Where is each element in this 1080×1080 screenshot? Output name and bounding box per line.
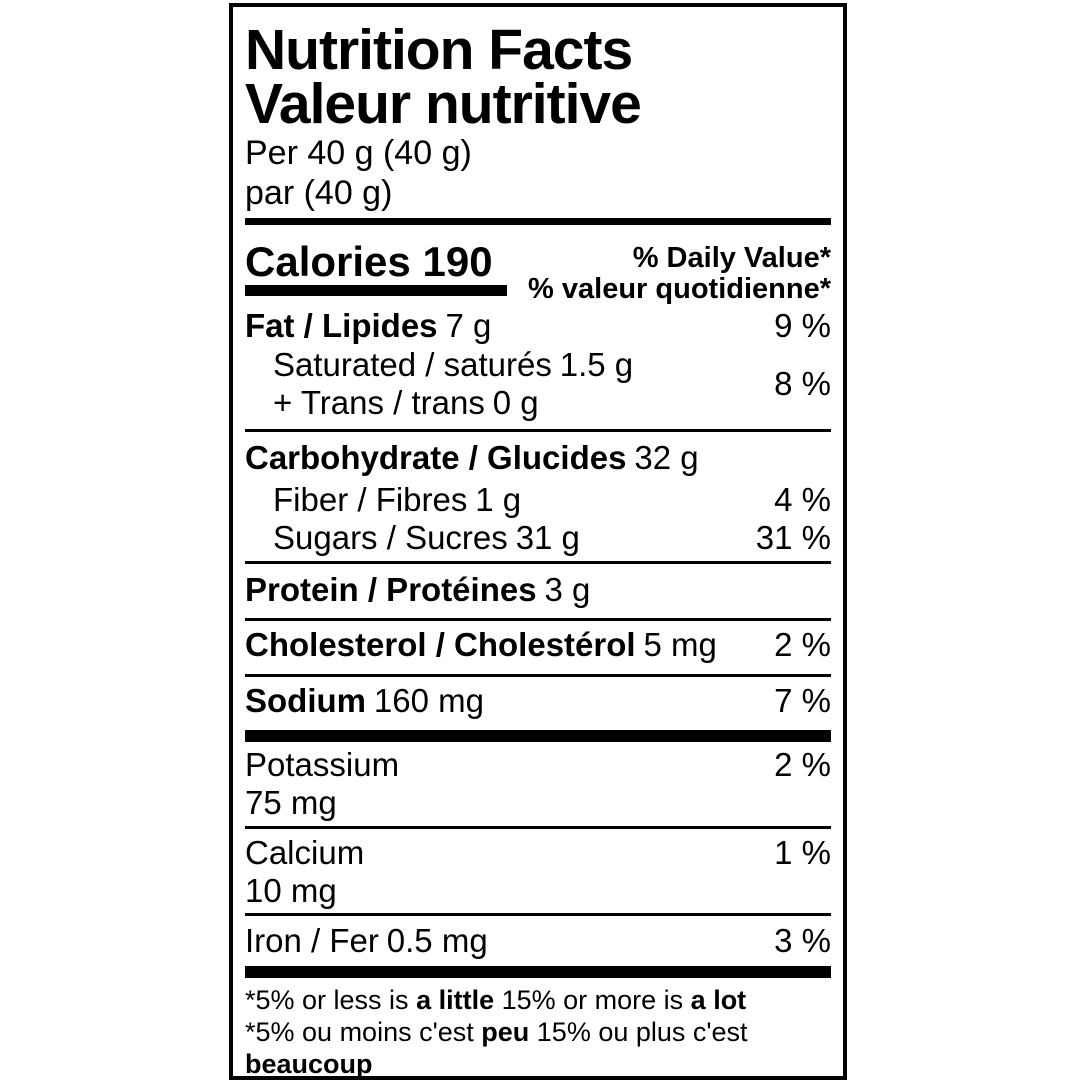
fiber-name: Fiber / Fibres: [273, 481, 468, 518]
saturated-amount: 1.5 g: [559, 346, 634, 383]
separator-rule: [245, 913, 831, 916]
potassium-dv: 2 %: [774, 746, 831, 783]
row-protein: Protein / Protéines 3 g: [245, 571, 831, 609]
footnote-en-bold-2: a lot: [690, 985, 747, 1015]
footnote-en-text-2: 15% or more is: [494, 985, 691, 1015]
calories-label: Calories: [245, 238, 411, 285]
serving-size-fr: par (40 g): [245, 174, 393, 212]
footnote-en-bold-1: a little: [416, 985, 495, 1015]
thick-divider-bar: [245, 730, 831, 742]
carbohydrate-amount: 32 g: [634, 439, 699, 476]
calories-row: Calories 190: [245, 239, 493, 285]
row-sugars: Sugars / Sucres 31 g 31 %: [245, 519, 831, 557]
footnote-fr-bold-2: beaucoup: [245, 1049, 373, 1079]
iron-name: Iron / Fer: [245, 922, 379, 959]
iron-amount: 0.5 mg: [386, 922, 488, 959]
cholesterol-amount: 5 mg: [643, 626, 717, 663]
row-fiber: Fiber / Fibres 1 g 4 %: [245, 481, 831, 519]
fat-dv: 9 %: [774, 307, 831, 344]
footnote-fr-text-2: 15% ou plus c'est: [529, 1017, 748, 1047]
separator-rule: [245, 826, 831, 829]
potassium-name: Potassium: [245, 746, 400, 783]
trans-amount: 0 g: [492, 384, 539, 421]
saturated-trans-dv: 8 %: [774, 365, 831, 402]
row-fat: Fat / Lipides 7 g 9 %: [245, 307, 831, 345]
protein-amount: 3 g: [544, 571, 591, 608]
trans-line: + Trans / trans 0 g: [245, 384, 633, 422]
cholesterol-name: Cholesterol / Cholestérol: [245, 626, 636, 663]
calcium-dv: 1 %: [774, 834, 831, 871]
carbohydrate-name: Carbohydrate / Glucides: [245, 439, 627, 476]
footnote-en-text-1: *5% or less is: [245, 985, 417, 1015]
footnote-fr-bold-1: peu: [481, 1017, 530, 1047]
calories-value: 190: [422, 238, 493, 285]
title-en: Nutrition Facts: [245, 18, 633, 82]
serving-size-en: Per 40 g (40 g): [245, 134, 472, 172]
saturated-name: Saturated / saturés: [273, 346, 552, 383]
separator-rule: [245, 429, 831, 432]
row-calcium: Calcium 10 mg 1 %: [245, 834, 831, 910]
protein-name: Protein / Protéines: [245, 571, 537, 608]
footnote-fr: *5% ou moins c'est peu 15% ou plus c'est…: [245, 1016, 831, 1080]
trans-name: + Trans / trans: [273, 384, 485, 421]
daily-value-header-fr: % valeur quotidienne*: [528, 273, 831, 305]
calcium-name: Calcium: [245, 834, 365, 871]
calories-underline-bar: [245, 285, 507, 296]
calcium-amount: 10 mg: [245, 872, 337, 909]
sodium-name: Sodium: [245, 682, 366, 719]
separator-rule: [245, 618, 831, 621]
separator-rule: [245, 674, 831, 677]
row-saturated-trans: Saturated / saturés 1.5 g + Trans / trans…: [245, 346, 831, 422]
fiber-amount: 1 g: [475, 481, 522, 518]
row-carbohydrate: Carbohydrate / Glucides 32 g: [245, 439, 831, 477]
row-sodium: Sodium 160 mg 7 %: [245, 682, 831, 720]
fat-name: Fat / Lipides: [245, 307, 438, 344]
sodium-amount: 160 mg: [373, 682, 484, 719]
iron-dv: 3 %: [774, 922, 831, 959]
header-rule: [245, 218, 831, 225]
sodium-dv: 7 %: [774, 682, 831, 719]
sugars-name: Sugars / Sucres: [273, 519, 508, 556]
calories-block: Calories 190 % Daily Value* % valeur quot…: [245, 225, 831, 305]
title-fr: Valeur nutritive: [245, 72, 642, 136]
separator-rule: [245, 561, 831, 564]
daily-value-header-en: % Daily Value*: [632, 242, 831, 274]
sugars-dv: 31 %: [755, 519, 831, 556]
nutrition-facts-label: Nutrition Facts Valeur nutritive Per 40 …: [229, 3, 847, 1080]
cholesterol-dv: 2 %: [774, 626, 831, 663]
saturated-line: Saturated / saturés 1.5 g: [245, 346, 633, 384]
sugars-amount: 31 g: [515, 519, 580, 556]
row-potassium: Potassium 75 mg 2 %: [245, 746, 831, 822]
fiber-dv: 4 %: [774, 481, 831, 518]
footnotes: *5% or less is a little 15% or more is a…: [245, 984, 831, 1080]
row-iron: Iron / Fer 0.5 mg 3 %: [245, 922, 831, 960]
potassium-amount: 75 mg: [245, 784, 337, 821]
footnote-fr-text-1: *5% ou moins c'est: [245, 1017, 482, 1047]
footnote-en: *5% or less is a little 15% or more is a…: [245, 984, 831, 1016]
thick-divider-bar: [245, 966, 831, 978]
fat-amount: 7 g: [445, 307, 492, 344]
row-cholesterol: Cholesterol / Cholestérol 5 mg 2 %: [245, 626, 831, 664]
